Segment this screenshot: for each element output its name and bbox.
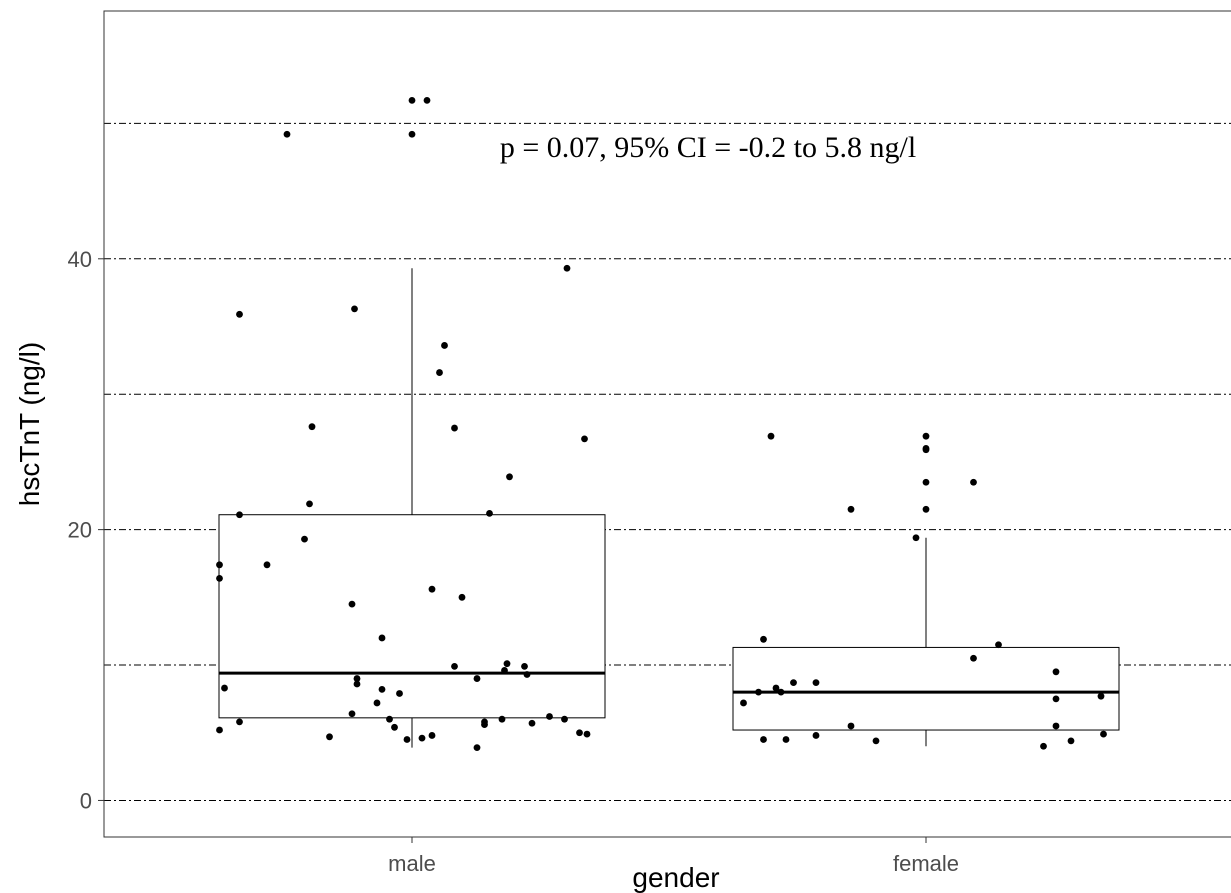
- data-point: [481, 718, 488, 726]
- data-point: [847, 722, 855, 730]
- data-point: [306, 500, 313, 508]
- data-point: [451, 424, 458, 432]
- data-point: [396, 690, 403, 697]
- data-point: [922, 444, 930, 452]
- data-point: [378, 686, 386, 693]
- data-point: [353, 680, 361, 688]
- data-point: [790, 679, 797, 687]
- data-point: [418, 734, 426, 742]
- data-point: [236, 718, 243, 726]
- box-iqr: [732, 646, 1120, 731]
- data-point: [546, 713, 553, 720]
- data-point: [428, 732, 436, 739]
- data-point: [423, 96, 431, 104]
- data-point: [391, 723, 398, 731]
- data-point: [777, 688, 785, 696]
- data-point: [782, 736, 790, 743]
- data-point: [351, 305, 358, 313]
- data-point: [1052, 722, 1060, 730]
- data-point: [561, 715, 568, 723]
- y-tick-label: 20: [68, 518, 92, 543]
- data-point: [236, 310, 243, 318]
- data-point: [403, 736, 411, 743]
- plot-panel-border: [103, 10, 1231, 838]
- data-point: [263, 561, 271, 569]
- data-point: [528, 719, 536, 727]
- data-point: [922, 505, 930, 513]
- data-point: [498, 715, 506, 723]
- data-point: [348, 710, 356, 718]
- data-point: [216, 726, 223, 734]
- x-tick-label: male: [388, 851, 436, 876]
- data-point: [521, 662, 528, 670]
- data-point: [772, 684, 780, 692]
- data-point: [755, 688, 762, 696]
- data-point: [760, 736, 767, 743]
- data-point: [970, 478, 977, 486]
- data-point: [326, 733, 333, 741]
- x-axis-title: gender: [632, 862, 719, 893]
- data-point: [912, 534, 920, 542]
- data-point: [408, 130, 416, 138]
- data-point: [473, 675, 481, 682]
- p-value-annotation: p = 0.07, 95% CI = -0.2 to 5.8 ng/l: [500, 131, 916, 164]
- data-point: [301, 535, 308, 543]
- x-axis-ticks: male female: [388, 837, 959, 876]
- y-tick-label: 0: [80, 788, 92, 813]
- data-point: [922, 478, 930, 486]
- y-axis-ticks: 0 20 40: [68, 247, 104, 813]
- data-point: [308, 423, 316, 431]
- data-point: [1040, 742, 1047, 750]
- data-point: [408, 96, 416, 104]
- data-point: [581, 435, 588, 443]
- data-point: [386, 715, 393, 723]
- data-point: [236, 511, 243, 519]
- boxes-layer: [218, 268, 1120, 748]
- data-point: [583, 730, 591, 738]
- data-point: [451, 662, 458, 670]
- box-iqr: [218, 514, 606, 719]
- data-point: [458, 593, 466, 601]
- data-point: [216, 574, 223, 582]
- data-point: [970, 654, 977, 662]
- data-point: [348, 600, 356, 608]
- data-point: [283, 130, 291, 138]
- data-point: [1100, 730, 1107, 738]
- data-point: [501, 667, 508, 674]
- data-point: [995, 641, 1002, 649]
- data-point: [441, 342, 448, 349]
- data-point: [216, 561, 223, 569]
- data-point: [523, 671, 531, 678]
- data-point: [473, 744, 481, 752]
- data-point: [1067, 737, 1075, 745]
- data-point: [812, 732, 820, 739]
- data-point: [436, 369, 443, 376]
- data-point: [503, 660, 511, 668]
- data-point: [486, 509, 493, 517]
- y-axis-title: hscTnT (ng/l): [14, 342, 45, 506]
- data-point: [378, 634, 386, 642]
- data-point: [353, 675, 361, 682]
- data-point: [847, 505, 855, 513]
- data-point: [373, 699, 381, 707]
- data-point: [767, 432, 775, 440]
- data-point: [812, 679, 820, 687]
- data-point: [506, 473, 513, 481]
- data-point: [740, 699, 747, 707]
- data-point: [922, 432, 930, 440]
- data-point: [221, 684, 228, 692]
- data-point: [563, 264, 571, 272]
- data-point: [428, 585, 436, 593]
- data-point: [576, 729, 583, 737]
- x-tick-label: female: [893, 851, 959, 876]
- data-point: [1097, 692, 1105, 700]
- data-point: [760, 635, 767, 643]
- y-tick-label: 40: [68, 247, 92, 272]
- data-point: [872, 737, 880, 745]
- data-point: [1052, 695, 1060, 703]
- points-layer: [216, 96, 1107, 752]
- data-point: [1052, 668, 1060, 676]
